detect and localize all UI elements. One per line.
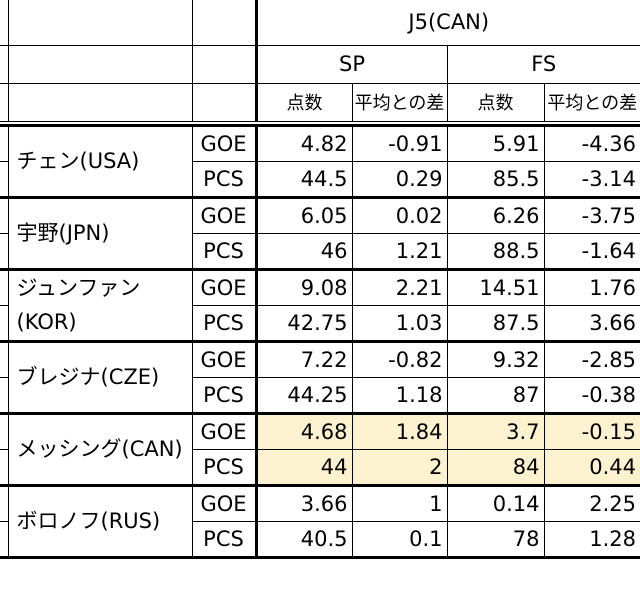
sp-score-cell: 44 [254,448,353,487]
sp-score-cell: 3.66 [254,484,353,522]
fs-score-cell: 0.14 [446,484,545,522]
sp-score-cell: 46 [254,232,353,271]
sp-diff-cell: 2 [351,448,448,487]
sp-score-cell: 6.05 [254,196,353,234]
judge-header: J5(CAN) [254,0,640,46]
sp-score-cell: 44.25 [254,376,353,415]
metric-label: GOE [191,412,257,450]
fs-score-cell: 6.26 [446,196,545,234]
skater-name: チェン(USA) [7,124,193,199]
sp-diff-cell: 1.84 [351,412,448,450]
metric-label: GOE [191,124,257,162]
metric-label: PCS [191,520,257,559]
sp-diff-cell: 0.1 [351,520,448,559]
metric-label: GOE [191,340,257,378]
corner-cell [191,0,257,46]
corner-cell [0,0,9,46]
metric-label: PCS [191,160,257,199]
sp-diff-cell: 1.03 [351,304,448,343]
sp-score-cell: 4.82 [254,124,353,162]
fs-diff-cell: 1.28 [543,520,640,559]
metric-label: GOE [191,196,257,234]
sp-diff-cell: 0.02 [351,196,448,234]
fs-score-cell: 87.5 [446,304,545,343]
sp-header: SP [254,44,448,84]
sp-score-header: 点数 [254,82,353,122]
skater-name: メッシング(CAN) [7,412,193,487]
fs-score-cell: 85.5 [446,160,545,199]
sp-diff-cell: 1.18 [351,376,448,415]
fs-score-cell: 84 [446,448,545,487]
sp-score-cell: 4.68 [254,412,353,450]
skater-name: ボロノフ(RUS) [7,484,193,559]
fs-diff-cell: -4.36 [543,124,640,162]
sp-diff-cell: 1.21 [351,232,448,271]
sp-diff-cell: 1 [351,484,448,522]
table-row: ジュンファン(KOR) GOE 9.08 2.21 14.51 1.76 [0,268,640,343]
sp-diff-cell: 0.29 [351,160,448,199]
skater-name: 宇野(JPN) [7,196,193,271]
table-row: PCS 44.25 1.18 87 -0.38 [0,376,640,415]
fs-score-cell: 87 [446,376,545,415]
sp-diff-header: 平均との差 [351,82,448,122]
fs-score-cell: 14.51 [446,268,545,306]
table-row: チェン(USA) GOE 4.82 -0.91 5.91 -4.36 [0,124,640,199]
fs-diff-cell: -1.64 [543,232,640,271]
table-row: PCS 42.75 1.03 87.5 3.66 [0,304,640,343]
sp-score-cell: 40.5 [254,520,353,559]
fs-score-cell: 3.7 [446,412,545,450]
metric-label: PCS [191,232,257,271]
metric-label: PCS [191,448,257,487]
fs-score-cell: 9.32 [446,340,545,378]
table-row: PCS 44.5 0.29 85.5 -3.14 [0,160,640,199]
table-row: ボロノフ(RUS) GOE 3.66 1 0.14 2.25 [0,484,640,559]
fs-diff-cell: -2.85 [543,340,640,378]
skater-name: ジュンファン(KOR) [7,268,193,343]
fs-score-cell: 5.91 [446,124,545,162]
corner-cell [7,0,193,46]
fs-diff-cell: -3.14 [543,160,640,199]
table-row: ブレジナ(CZE) GOE 7.22 -0.82 9.32 -2.85 [0,340,640,415]
fs-diff-cell: -3.75 [543,196,640,234]
fs-score-cell: 78 [446,520,545,559]
judge-score-table: J5(CAN) SP FS 点数 平均との差 点数 平均との差 チェン(USA)… [0,0,640,559]
fs-score-header: 点数 [446,82,545,122]
metric-label: GOE [191,268,257,306]
fs-header: FS [446,44,640,84]
sp-diff-cell: -0.91 [351,124,448,162]
table-row: PCS 40.5 0.1 78 1.28 [0,520,640,559]
table-row: メッシング(CAN) GOE 4.68 1.84 3.7 -0.15 [0,412,640,487]
table-row: PCS 46 1.21 88.5 -1.64 [0,232,640,271]
metric-label: PCS [191,376,257,415]
sp-diff-cell: -0.82 [351,340,448,378]
sp-score-cell: 7.22 [254,340,353,378]
fs-diff-cell: -0.38 [543,376,640,415]
sp-score-cell: 44.5 [254,160,353,199]
fs-score-cell: 88.5 [446,232,545,271]
fs-diff-cell: 3.66 [543,304,640,343]
table-row: 宇野(JPN) GOE 6.05 0.02 6.26 -3.75 [0,196,640,271]
fs-diff-header: 平均との差 [543,82,640,122]
metric-label: PCS [191,304,257,343]
sp-diff-cell: 2.21 [351,268,448,306]
fs-diff-cell: 0.44 [543,448,640,487]
sp-score-cell: 42.75 [254,304,353,343]
metric-label: GOE [191,484,257,522]
fs-diff-cell: 2.25 [543,484,640,522]
skater-name: ブレジナ(CZE) [7,340,193,415]
table-row: PCS 44 2 84 0.44 [0,448,640,487]
fs-diff-cell: 1.76 [543,268,640,306]
sp-score-cell: 9.08 [254,268,353,306]
fs-diff-cell: -0.15 [543,412,640,450]
